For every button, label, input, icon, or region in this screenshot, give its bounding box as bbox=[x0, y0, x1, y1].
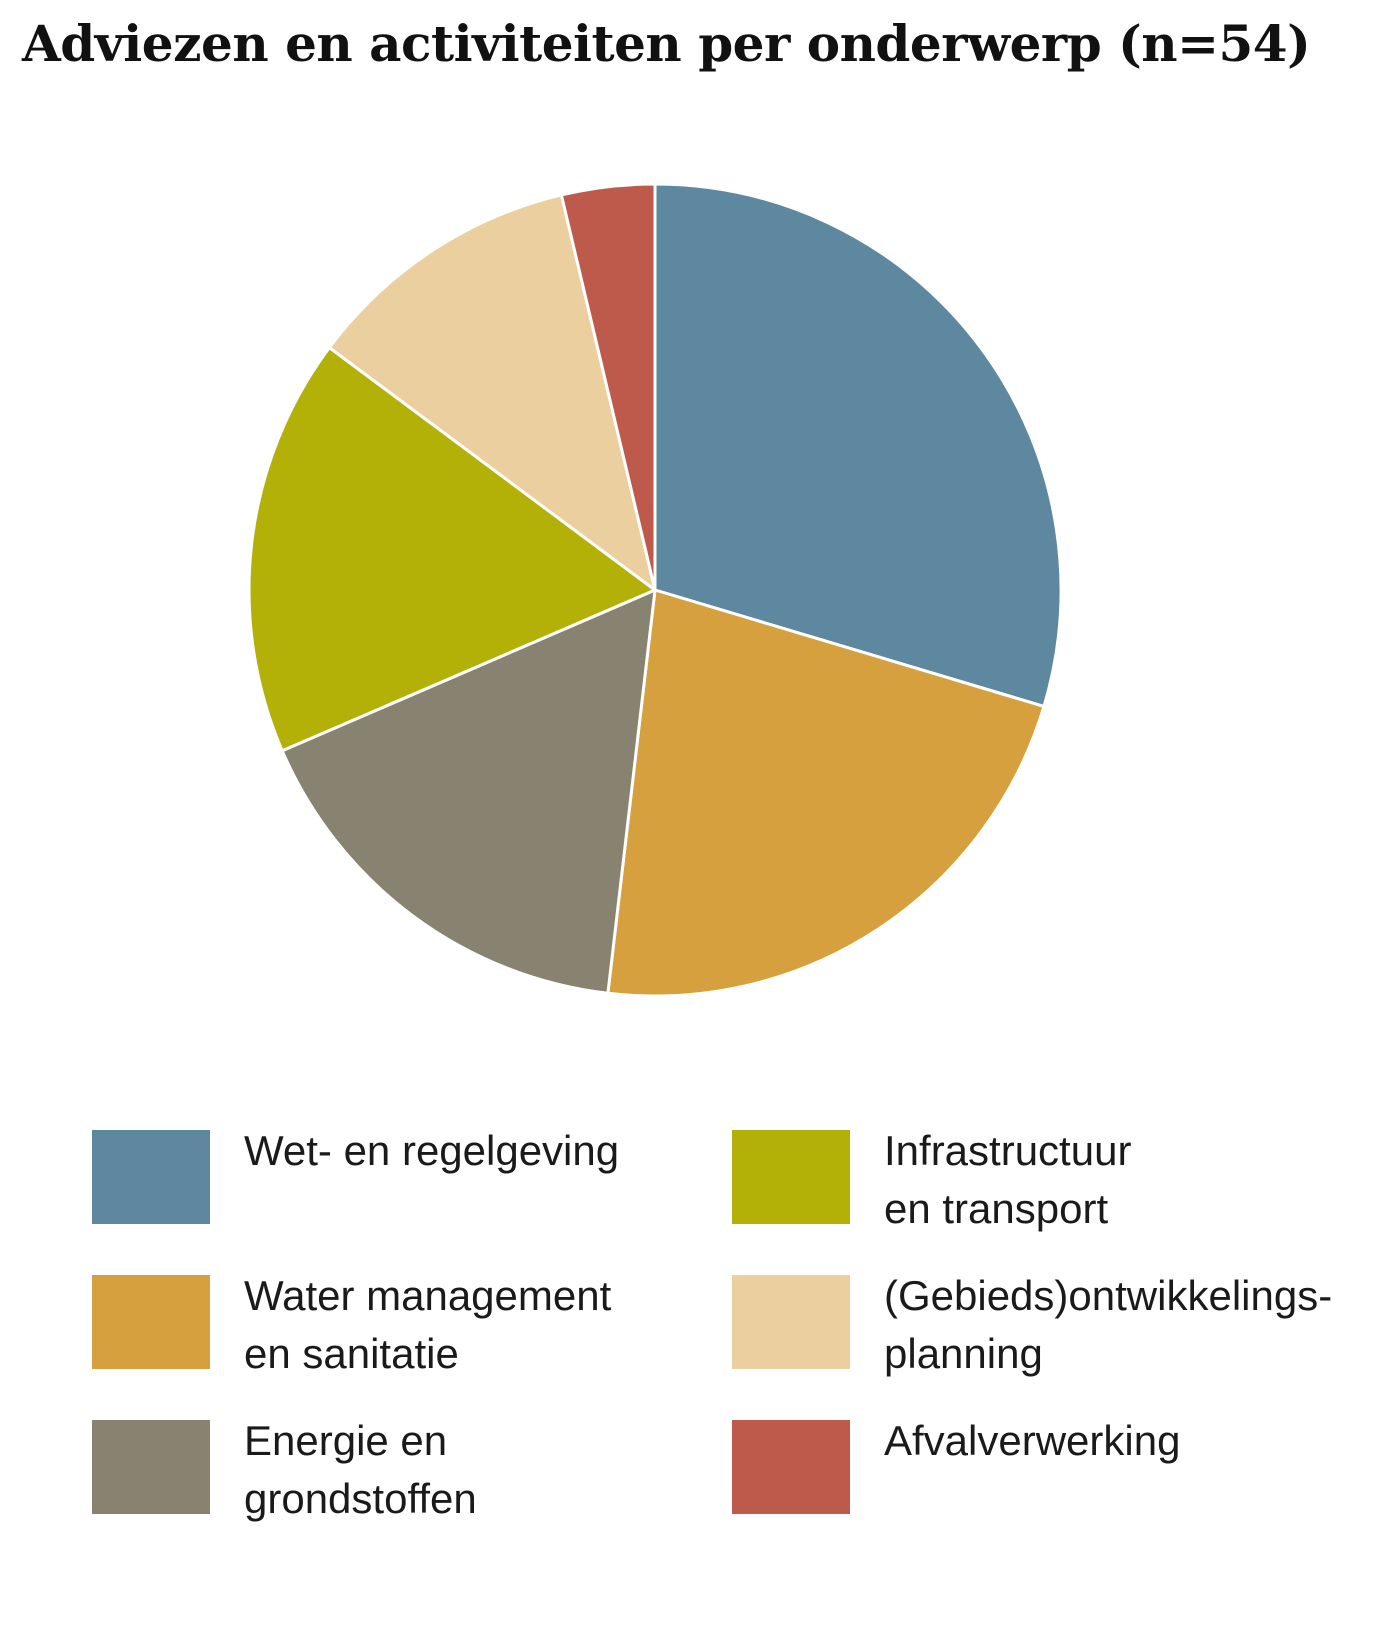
pie-chart bbox=[247, 182, 1063, 998]
legend-item-energie: Energie en grondstoffen bbox=[92, 1417, 732, 1530]
legend-item-wet-en-regelgeving: Wet- en regelgeving bbox=[92, 1127, 732, 1240]
legend-item-infrastructuur: Infrastructuur en transport bbox=[732, 1127, 1372, 1240]
legend-item-gebiedsontwikkeling: (Gebieds)ontwikkelings- planning bbox=[732, 1272, 1372, 1385]
chart-title: Adviezen en activiteiten per onderwerp (… bbox=[22, 14, 1311, 73]
legend-swatch bbox=[732, 1275, 850, 1369]
legend-swatch bbox=[92, 1420, 210, 1514]
legend-label: Infrastructuur en transport bbox=[884, 1127, 1132, 1232]
legend-label: Energie en grondstoffen bbox=[244, 1417, 477, 1522]
pie-slice-wet-en-regelgeving bbox=[653, 182, 1063, 708]
legend-swatch bbox=[732, 1130, 850, 1224]
legend: Wet- en regelgeving Water management en … bbox=[92, 1127, 1392, 1560]
legend-item-afvalverwerking: Afvalverwerking bbox=[732, 1417, 1372, 1530]
legend-swatch bbox=[732, 1420, 850, 1514]
pie-slice-infrastructuur-en-transport bbox=[247, 346, 657, 753]
legend-label: (Gebieds)ontwikkelings- planning bbox=[884, 1272, 1333, 1377]
pie-slice-water-management-en-sanitatie bbox=[606, 588, 1046, 998]
legend-label: Afvalverwerking bbox=[884, 1417, 1181, 1464]
legend-swatch bbox=[92, 1130, 210, 1224]
pie-slice-afvalverwerking bbox=[559, 182, 657, 592]
pie-slice-energie-en-grondstoffen bbox=[280, 588, 657, 995]
pie-slice-gebieds-ontwikkelings-planning bbox=[327, 193, 657, 592]
legend-label: Wet- en regelgeving bbox=[244, 1127, 620, 1174]
legend-item-water-management: Water management en sanitatie bbox=[92, 1272, 732, 1385]
legend-swatch bbox=[92, 1275, 210, 1369]
legend-label: Water management en sanitatie bbox=[244, 1272, 612, 1377]
